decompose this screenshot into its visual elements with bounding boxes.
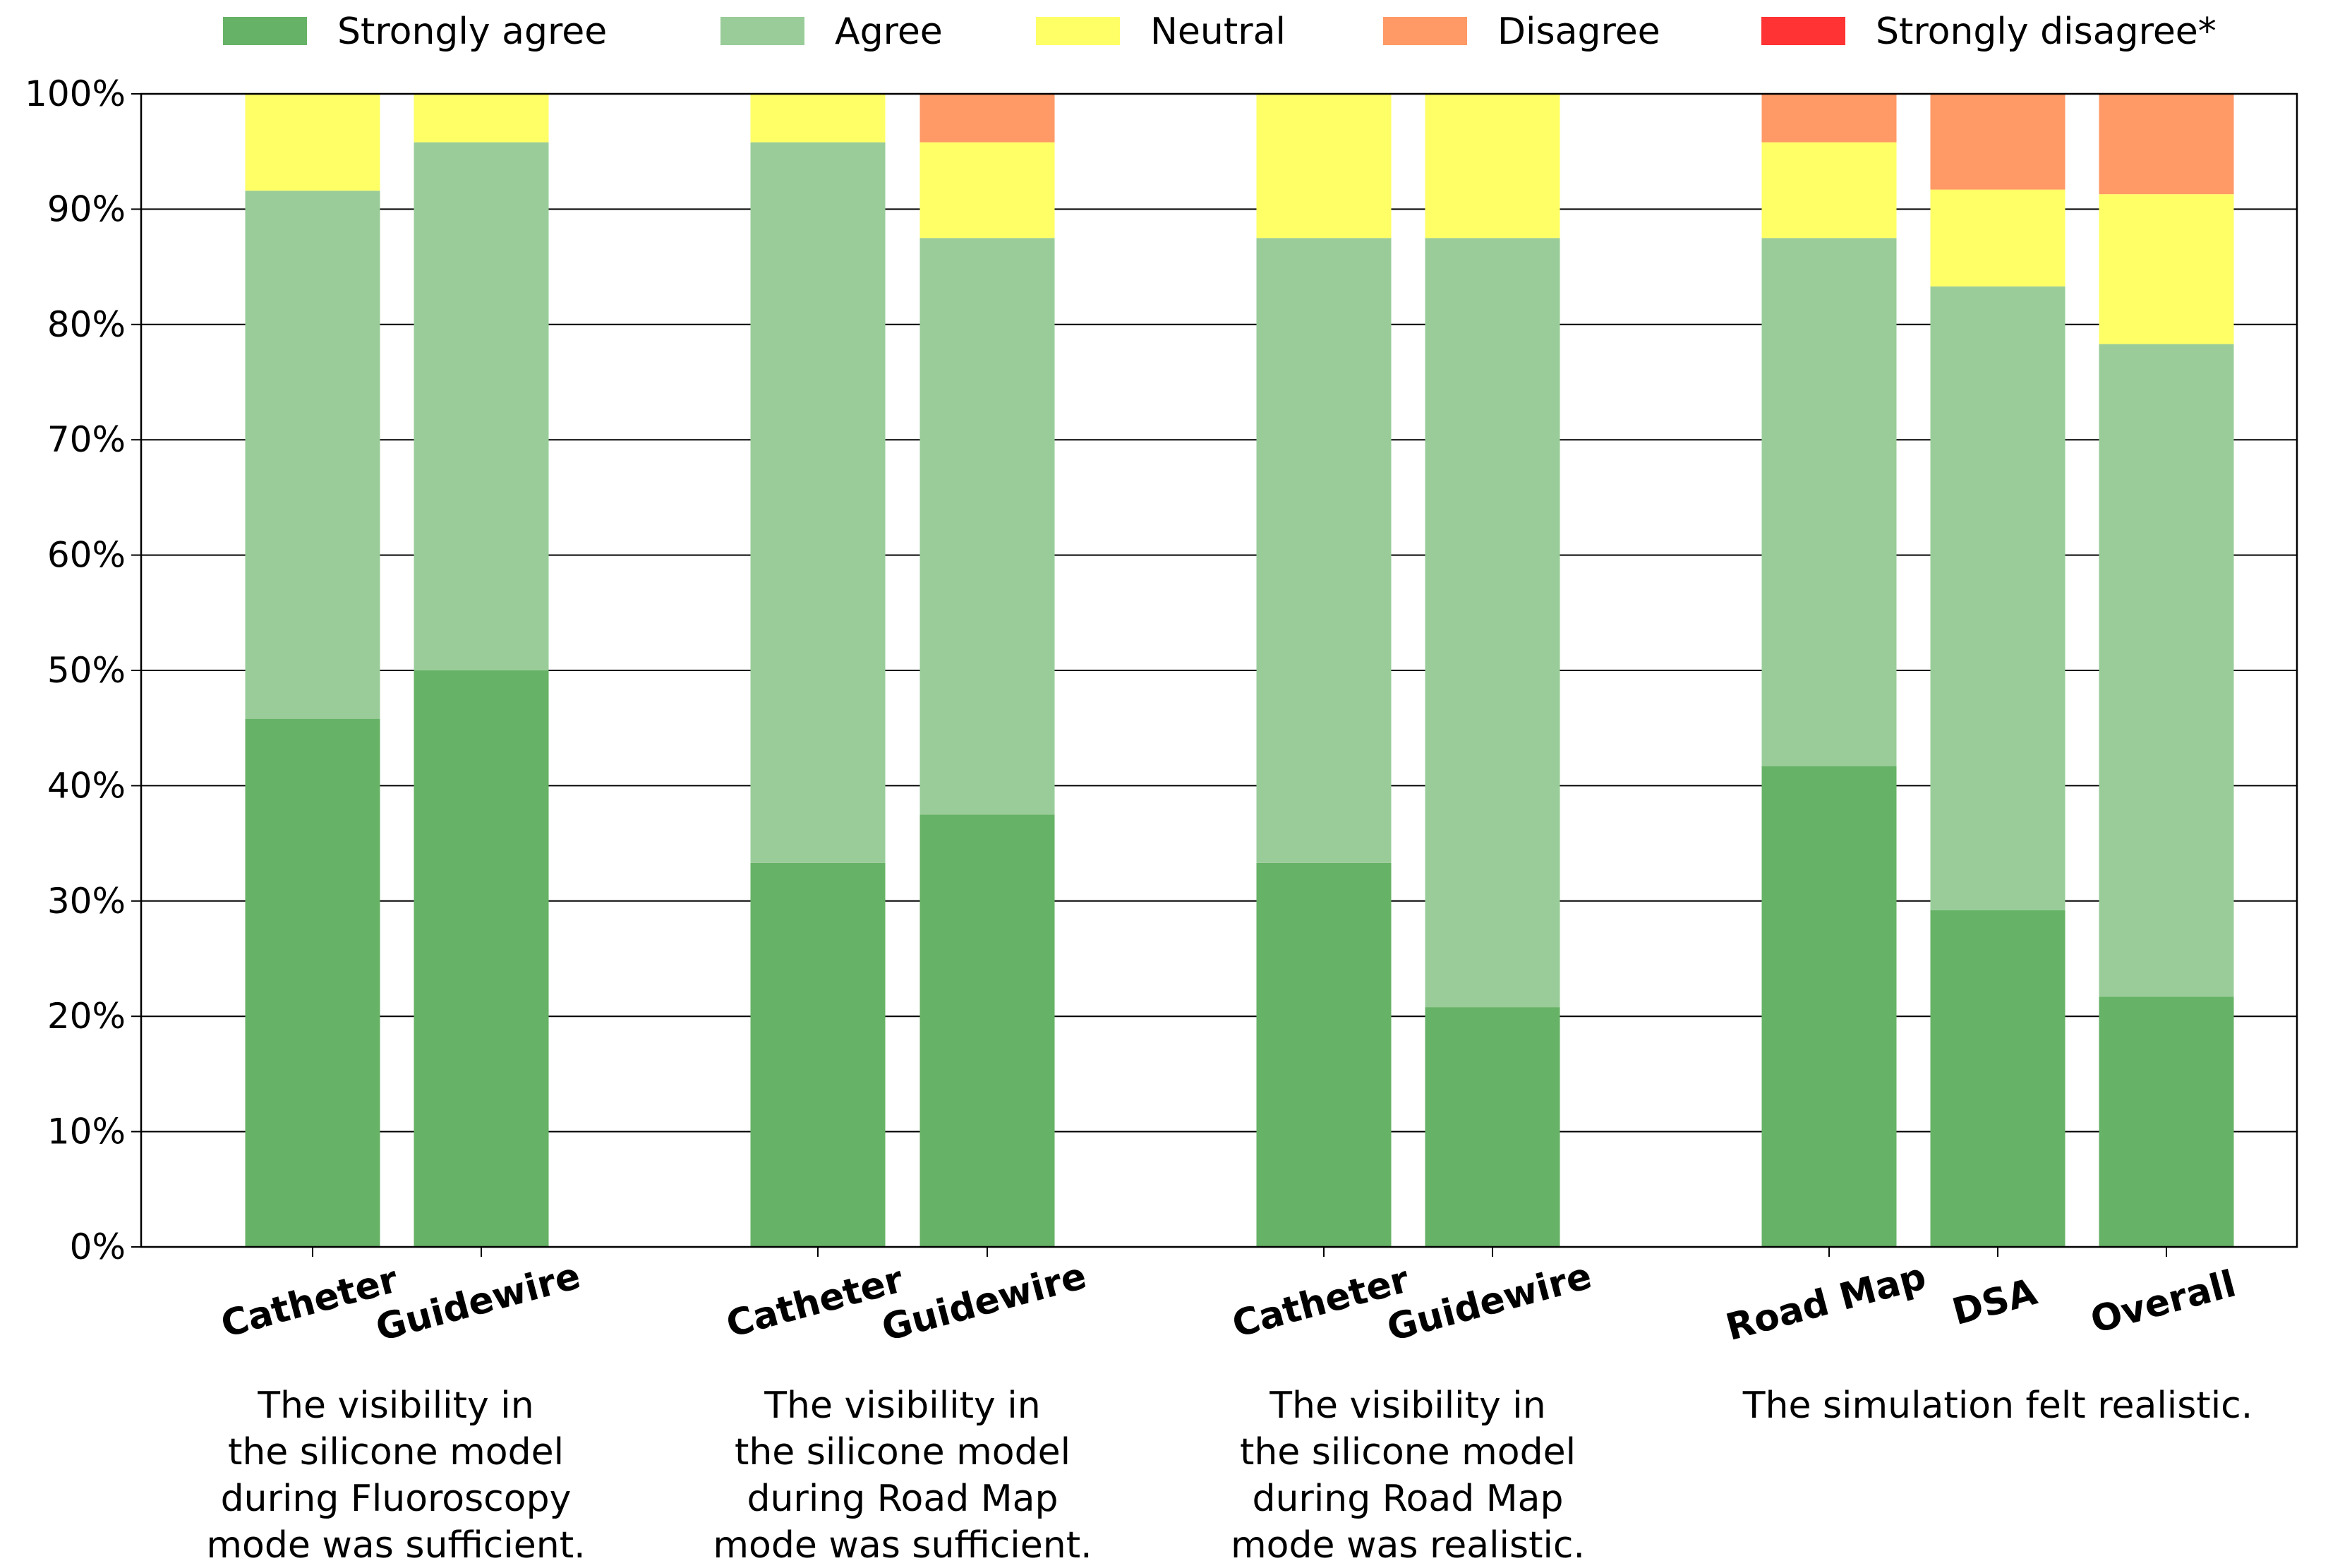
x-tick-label-g2-catheter: Catheter — [722, 1258, 907, 1346]
bar-segment-catheter-g2-neutral — [750, 94, 886, 143]
legend-swatch-neutral — [1036, 17, 1120, 45]
y-tick-label-30: 30% — [47, 881, 126, 922]
legend-label-strongly-disagree: Strongly disagree* — [1876, 11, 2217, 53]
bar-segment-dsa-g4-agree — [1930, 286, 2065, 910]
group-caption-g4-line-1: The simulation felt realistic. — [1742, 1385, 2253, 1427]
group-caption-g1-line-2: the silicone model — [228, 1431, 564, 1473]
bar-segment-guidewire-g3-strongly-agree — [1425, 1007, 1560, 1247]
x-tick-label-g3-guidewire: Guidewire — [1382, 1255, 1596, 1350]
y-tick-label-0: 0% — [70, 1226, 126, 1267]
group-caption-g3-line-4: mode was realistic. — [1231, 1524, 1585, 1565]
y-tick-label-70: 70% — [47, 419, 126, 460]
x-tick-label-g1-catheter: Catheter — [217, 1258, 402, 1346]
bar-segment-dsa-g4-disagree — [1930, 94, 2065, 190]
y-tick-label-90: 90% — [47, 188, 126, 229]
bar-segment-road-map-g4-agree — [1761, 238, 1897, 766]
bar-segment-guidewire-g1-neutral — [414, 94, 549, 143]
legend-swatch-strongly-agree — [223, 17, 307, 45]
bar-segment-overall-g4-disagree — [2099, 94, 2234, 195]
bar-segment-catheter-g2-strongly-agree — [750, 862, 886, 1247]
y-tick-label-20: 20% — [47, 996, 126, 1037]
group-caption-g3-line-3: during Road Map — [1252, 1478, 1563, 1520]
group-caption-g2-line-1: The visibility in — [764, 1385, 1040, 1427]
plot-frame — [140, 92, 2298, 1248]
legend-swatch-disagree — [1383, 17, 1467, 45]
bar-segment-dsa-g4-strongly-agree — [1930, 910, 2065, 1247]
x-tick-label-g4-road-map: Road Map — [1722, 1255, 1931, 1349]
legend-swatch-strongly-disagree — [1761, 17, 1845, 45]
bar-segment-guidewire-g2-disagree — [919, 94, 1055, 143]
bar-segment-guidewire-g1-strongly-agree — [414, 670, 549, 1247]
group-caption-g2-line-3: during Road Map — [747, 1478, 1058, 1520]
group-caption-g2-line-2: the silicone model — [735, 1431, 1071, 1473]
bar-segment-catheter-g2-agree — [750, 142, 886, 863]
bar-segment-dsa-g4-neutral — [1930, 189, 2065, 287]
bar-segment-catheter-g1-strongly-agree — [245, 718, 380, 1247]
bar-segment-catheter-g1-agree — [245, 191, 380, 719]
group-caption-g1-line-3: during Fluoroscopy — [221, 1478, 572, 1520]
x-tick-label-g4-overall: Overall — [2087, 1262, 2241, 1341]
bar-segment-overall-g4-agree — [2099, 344, 2234, 997]
bar-segment-road-map-g4-neutral — [1761, 142, 1897, 239]
bar-segment-road-map-g4-strongly-agree — [1761, 766, 1897, 1247]
group-caption-g1-line-4: mode was sufficient. — [206, 1524, 585, 1565]
bar-segment-catheter-g3-strongly-agree — [1256, 862, 1392, 1247]
bar-segment-overall-g4-neutral — [2099, 194, 2234, 344]
y-tick-label-100: 100% — [25, 73, 126, 114]
bar-segment-guidewire-g1-agree — [414, 142, 549, 671]
bar-segment-road-map-g4-disagree — [1761, 94, 1897, 143]
y-tick-label-80: 80% — [47, 304, 126, 345]
group-caption-g3-line-2: the silicone model — [1240, 1431, 1576, 1473]
legend-label-neutral: Neutral — [1150, 11, 1286, 53]
legend-label-strongly-agree: Strongly agree — [337, 11, 607, 53]
legend-label-disagree: Disagree — [1497, 11, 1660, 53]
bar-segment-catheter-g3-agree — [1256, 238, 1392, 863]
x-tick-label-g1-guidewire: Guidewire — [371, 1255, 584, 1350]
legend-swatch-agree — [720, 17, 804, 45]
bar-segment-guidewire-g2-neutral — [919, 142, 1055, 239]
bar-segment-guidewire-g3-agree — [1425, 238, 1560, 1008]
y-tick-label-60: 60% — [47, 535, 126, 576]
legend-label-agree: Agree — [835, 11, 943, 53]
x-tick-label-g3-catheter: Catheter — [1228, 1258, 1413, 1346]
bar-segment-catheter-g3-neutral — [1256, 94, 1392, 239]
bar-segment-guidewire-g2-strongly-agree — [919, 814, 1055, 1247]
y-tick-label-50: 50% — [47, 650, 126, 691]
bar-segment-overall-g4-strongly-agree — [2099, 996, 2234, 1247]
group-caption-g1-line-1: The visibility in — [257, 1385, 533, 1427]
bar-segment-guidewire-g3-neutral — [1425, 94, 1560, 239]
group-caption-g2-line-4: mode was sufficient. — [713, 1524, 1092, 1565]
bar-segment-guidewire-g2-agree — [919, 238, 1055, 815]
y-tick-label-10: 10% — [47, 1111, 126, 1152]
bar-segment-catheter-g1-neutral — [245, 94, 380, 191]
group-caption-g3-line-1: The visibility in — [1269, 1385, 1545, 1427]
x-tick-label-g2-guidewire: Guidewire — [877, 1255, 1090, 1350]
x-tick-label-g4-dsa: DSA — [1948, 1271, 2041, 1334]
y-tick-label-40: 40% — [47, 765, 126, 806]
